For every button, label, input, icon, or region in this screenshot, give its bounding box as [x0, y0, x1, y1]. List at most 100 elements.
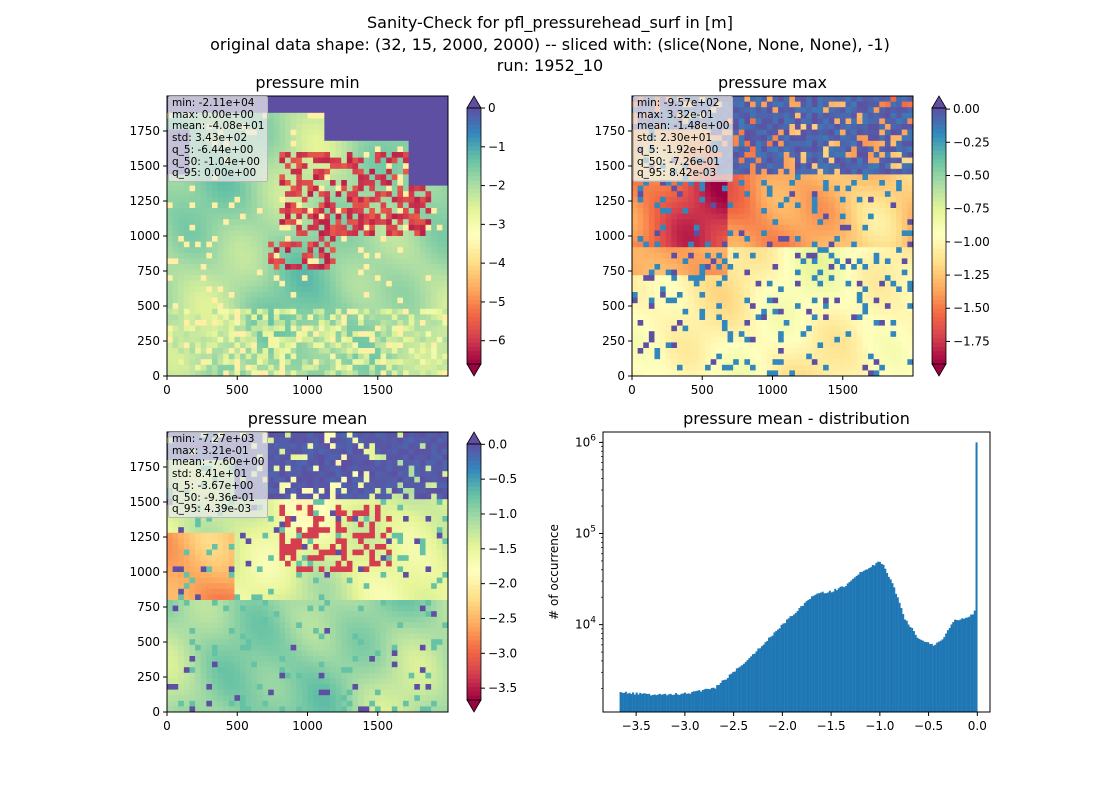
heatmap-cell	[637, 258, 644, 265]
heatmap-cell	[738, 236, 745, 242]
heatmap-cell	[307, 135, 314, 142]
heatmap-cell	[654, 286, 661, 293]
heatmap-cell	[397, 348, 404, 354]
heatmap-cell	[290, 168, 297, 175]
heatmap-cell	[738, 353, 745, 360]
heatmap-cell	[408, 286, 415, 293]
heatmap-cell	[380, 286, 387, 293]
heatmap-cell	[789, 224, 796, 231]
heatmap-cell	[307, 112, 314, 119]
heatmap-cell	[783, 359, 790, 366]
heatmap-cell	[195, 208, 202, 214]
heatmap-cell	[839, 297, 846, 304]
heatmap-cell	[279, 191, 286, 198]
heatmap-cell	[710, 331, 717, 338]
heatmap-cell	[766, 230, 773, 237]
heatmap-cell	[228, 185, 235, 192]
heatmap-cell	[369, 269, 376, 276]
heatmap-cell	[419, 163, 426, 170]
heatmap-cell	[750, 230, 757, 237]
heatmap-cell	[879, 213, 886, 220]
heatmap-cell	[374, 292, 381, 298]
heatmap-cell	[431, 353, 438, 360]
heatmap-cell	[290, 275, 297, 282]
heatmap-cell	[200, 202, 207, 209]
heatmap-cell	[279, 303, 286, 310]
heatmap-cell	[654, 180, 661, 186]
heatmap-cell	[896, 224, 903, 231]
heatmap-cell	[408, 359, 415, 366]
heatmap-cell	[380, 96, 387, 102]
heatmap-cell	[811, 342, 818, 349]
heatmap-cell	[397, 275, 404, 282]
heatmap-cell	[200, 359, 207, 366]
heatmap-cell	[789, 163, 796, 170]
heatmap-cell	[868, 219, 875, 226]
heatmap-cell	[794, 359, 801, 366]
heatmap-cell	[279, 129, 286, 136]
heatmap-cell	[856, 213, 863, 220]
heatmap-cell	[358, 174, 365, 181]
heatmap-cell	[369, 336, 376, 343]
heatmap-cell	[783, 348, 790, 354]
heatmap-cell	[637, 297, 644, 304]
heatmap-cell	[380, 264, 387, 270]
heatmap-cell	[290, 336, 297, 343]
heatmap-cell	[352, 174, 359, 181]
heatmap-cell	[845, 342, 852, 349]
heatmap-cell	[290, 331, 297, 338]
heatmap-cell	[206, 325, 213, 332]
heatmap-cell	[676, 208, 683, 214]
heatmap-cell	[403, 325, 410, 332]
heatmap-cell	[654, 348, 661, 354]
heatmap-cell	[811, 129, 818, 136]
heatmap-cell	[733, 320, 740, 326]
heatmap-cell	[386, 325, 393, 332]
heatmap-cell	[397, 124, 404, 130]
heatmap-cell	[240, 342, 247, 349]
heatmap-cell	[374, 364, 381, 371]
heatmap-cell	[828, 364, 835, 371]
heatmap-cell	[228, 208, 235, 214]
heatmap-cell	[873, 202, 880, 209]
colorbar-tick-label: −5	[488, 295, 506, 309]
heatmap-cell	[800, 280, 807, 287]
heatmap-cell	[873, 269, 880, 276]
heatmap-cell	[329, 224, 336, 231]
heatmap-cell	[811, 331, 818, 338]
heatmap-cell	[341, 359, 348, 366]
heatmap-cell	[817, 202, 824, 209]
heatmap-cell	[397, 152, 404, 158]
heatmap-cell	[386, 252, 393, 259]
heatmap-cell	[335, 191, 342, 198]
heatmap-cell	[744, 286, 751, 293]
heatmap-cell	[856, 163, 863, 170]
heatmap-cell	[189, 247, 196, 254]
heatmap-cell	[693, 208, 700, 214]
heatmap-cell	[262, 342, 269, 349]
heatmap-cell	[414, 101, 421, 108]
heatmap-cell	[817, 342, 824, 349]
heatmap-cell	[744, 308, 751, 315]
heatmap-cell	[273, 275, 280, 282]
heatmap-cell	[755, 157, 762, 164]
heatmap-cell	[178, 230, 185, 237]
heatmap-cell	[772, 140, 779, 147]
heatmap-cell	[425, 202, 432, 209]
heatmap-cell	[744, 129, 751, 136]
heatmap-cell	[811, 286, 818, 293]
heatmap-cell	[223, 342, 230, 349]
heatmap-cell	[772, 213, 779, 220]
heatmap-cell	[834, 157, 841, 164]
heatmap-cell	[318, 353, 325, 360]
heatmap-cell	[716, 314, 723, 321]
heatmap-cell	[313, 353, 320, 360]
heatmap-cell	[648, 297, 655, 304]
heatmap-cell	[789, 140, 796, 147]
heatmap-cell	[856, 118, 863, 125]
heatmap-cell	[727, 219, 734, 226]
heatmap-cell	[705, 258, 712, 265]
heatmap-cell	[234, 191, 241, 198]
heatmap-cell	[783, 213, 790, 220]
heatmap-cell	[369, 359, 376, 366]
